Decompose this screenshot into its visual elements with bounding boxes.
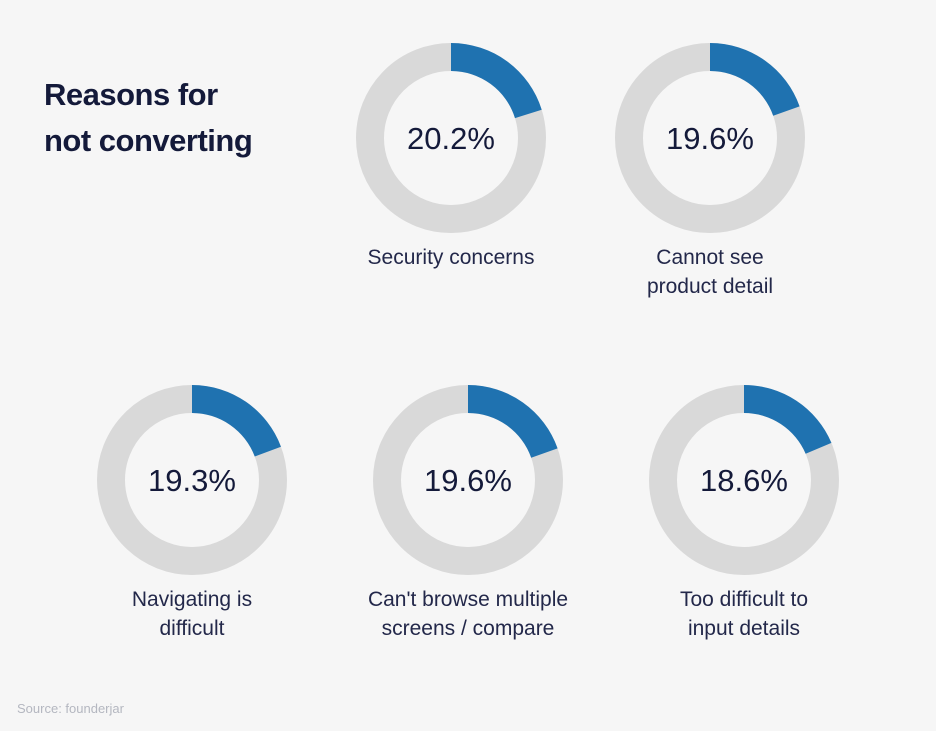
donut-chart: 18.6%	[649, 385, 839, 575]
donut-arc	[744, 385, 832, 454]
category-label-text: Navigating is difficult	[131, 588, 253, 640]
donut-category-label: Navigating is difficult	[117, 585, 267, 643]
donut-chart: 19.6%	[615, 43, 805, 233]
donut-value-label: 20.2%	[407, 121, 495, 156]
donut-category-label: Security concerns	[321, 243, 581, 272]
title-line-1: Reasons for	[44, 77, 218, 112]
category-label-text: Too difficult to input details	[679, 588, 809, 640]
source-note: Source: founderjar	[17, 701, 124, 716]
donut-chart: 19.6%	[373, 385, 563, 575]
donut-category-label: Can't browse multiple screens / compare	[343, 585, 593, 643]
donut-value-label: 19.6%	[666, 121, 754, 156]
title-line-2: not converting	[44, 123, 253, 158]
donut-arc	[710, 43, 800, 116]
category-label-text: Can't browse multiple screens / compare	[367, 588, 569, 640]
donut-value-label: 19.6%	[424, 463, 512, 498]
donut-too-difficult-to-input-details: 18.6% Too difficult to input details	[614, 385, 874, 643]
donut-arc	[468, 385, 558, 458]
donut-category-label: Cannot see product detail	[625, 243, 795, 301]
donut-arc	[451, 43, 542, 119]
category-label-text: Security concerns	[367, 246, 535, 269]
donut-chart: 19.3%	[97, 385, 287, 575]
donut-value-label: 18.6%	[700, 463, 788, 498]
donut-category-label: Too difficult to input details	[659, 585, 829, 643]
donut-security-concerns: 20.2% Security concerns	[321, 43, 581, 272]
chart-title: Reasons for not converting	[44, 72, 253, 164]
donut-value-label: 19.3%	[148, 463, 236, 498]
donut-cannot-see-product-detail: 19.6% Cannot see product detail	[580, 43, 840, 301]
donut-arc	[192, 385, 281, 457]
category-label-text: Cannot see product detail	[646, 246, 774, 298]
donut-chart: 20.2%	[356, 43, 546, 233]
donut-navigating-is-difficult: 19.3% Navigating is difficult	[62, 385, 322, 643]
donut-cant-browse-multiple-screens: 19.6% Can't browse multiple screens / co…	[338, 385, 598, 643]
